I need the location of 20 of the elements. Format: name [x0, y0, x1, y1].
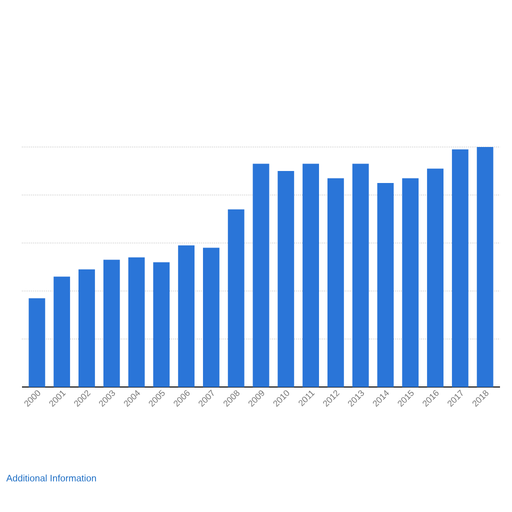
- bar: [28, 298, 46, 387]
- bar: [202, 248, 220, 387]
- bar: [352, 164, 369, 387]
- bar: [128, 257, 145, 387]
- bar: [178, 245, 195, 387]
- text: Additional Information: [6, 474, 96, 482]
- bar: [302, 164, 320, 387]
- bar: [54, 276, 70, 387]
- bar: [228, 209, 244, 387]
- bar: [402, 178, 419, 387]
- bar: [327, 178, 344, 387]
- bar: [278, 171, 294, 387]
- bar: [153, 262, 170, 387]
- bar: [452, 149, 468, 387]
- bar: [476, 147, 494, 387]
- bar: [427, 168, 444, 387]
- bar: [252, 164, 270, 387]
- bar: [377, 183, 394, 387]
- bar: [78, 269, 95, 387]
- bar: [103, 260, 120, 387]
